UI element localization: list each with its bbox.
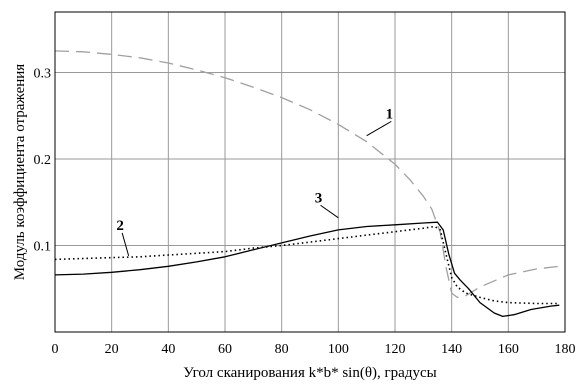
x-tick-label: 20 [105,342,119,357]
x-tick-label: 60 [218,342,232,357]
curve-label-2: 2 [116,218,124,234]
x-tick-label: 140 [441,342,462,357]
x-tick-label: 180 [555,342,576,357]
annotation-leader-2 [121,232,130,257]
curve-label-1: 1 [386,106,394,122]
y-tick-label: 0.2 [34,153,52,168]
x-tick-label: 80 [275,342,289,357]
annotation-leader-3 [320,204,339,219]
annotation-layer: 1 2 3 [116,106,394,257]
y-tick-label: 0.3 [34,67,52,82]
x-tick-label: 0 [52,342,59,357]
x-tick-label: 120 [385,342,406,357]
y-axis-label: Модуль коэффициента отражения [12,64,28,280]
grid-layer [55,12,565,332]
y-tick-labels: 0.1 0.2 0.3 [34,67,52,255]
curve-label-3: 3 [315,190,323,206]
x-tick-label: 100 [328,342,349,357]
series-line-1 [54,50,560,299]
annotation-leader-1 [366,120,392,137]
x-axis-label: Угол сканирования k*b* sin(θ), градусы [183,365,436,381]
series-line-3 [54,221,560,318]
x-tick-label: 40 [161,342,175,357]
y-tick-label: 0.1 [34,240,52,255]
series-layer [54,50,560,318]
plot-frame [54,11,566,333]
x-tick-labels: 0 20 40 60 80 100 120 140 160 180 [52,342,576,357]
x-tick-label: 160 [498,342,519,357]
series-line-2 [54,225,560,305]
